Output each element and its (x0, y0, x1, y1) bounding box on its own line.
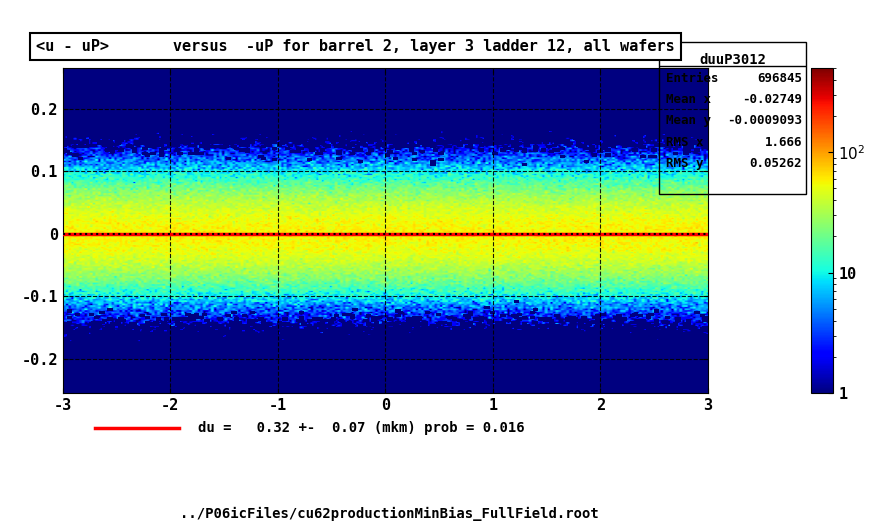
Text: Entries: Entries (666, 72, 719, 85)
Text: -0.0009093: -0.0009093 (727, 114, 802, 127)
Text: RMS x: RMS x (666, 136, 703, 149)
Text: 0.05262: 0.05262 (749, 157, 802, 170)
Text: <u - uP>       versus  -uP for barrel 2, layer 3 ladder 12, all wafers: <u - uP> versus -uP for barrel 2, layer … (36, 39, 675, 54)
Text: 696845: 696845 (757, 72, 802, 85)
Text: 1.666: 1.666 (764, 136, 802, 149)
Text: ../P06icFiles/cu62productionMinBias_FullField.root: ../P06icFiles/cu62productionMinBias_Full… (180, 507, 599, 521)
Text: Mean x: Mean x (666, 93, 711, 106)
Text: Mean y: Mean y (666, 114, 711, 127)
Text: RMS y: RMS y (666, 157, 703, 170)
Text: -0.02749: -0.02749 (742, 93, 802, 106)
Text: du =   0.32 +-  0.07 (mkm) prob = 0.016: du = 0.32 +- 0.07 (mkm) prob = 0.016 (198, 421, 525, 435)
Text: duuP3012: duuP3012 (699, 52, 766, 67)
